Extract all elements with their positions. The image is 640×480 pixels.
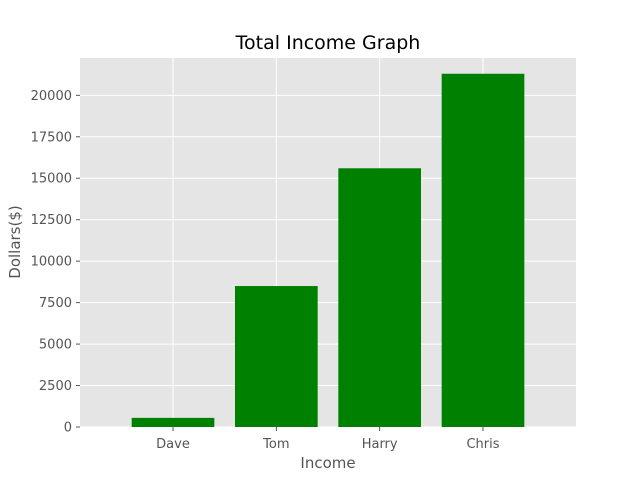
bar-chris: [441, 73, 525, 427]
y-axis-ticks: 0 2500 5000 7500 10000 12500 15000 17500 20000: [31, 89, 80, 436]
y-tick-label: 15000: [31, 172, 72, 187]
y-axis-label: Dollars($): [6, 205, 24, 278]
y-tick-label: 7500: [39, 296, 72, 311]
x-tick-label: Harry: [362, 437, 398, 452]
bar-dave: [131, 417, 215, 427]
x-tick-label: Dave: [156, 437, 190, 452]
x-tick-label: Tom: [262, 437, 289, 452]
y-tick-label: 10000: [31, 255, 72, 270]
bar-harry: [338, 168, 421, 427]
y-tick-label: 12500: [31, 213, 72, 228]
y-tick-label: 2500: [39, 379, 72, 394]
x-axis-ticks: Dave Tom Harry Chris: [156, 427, 500, 452]
x-tick-label: Chris: [466, 437, 499, 452]
bars: [131, 73, 525, 427]
x-axis-label: Income: [300, 454, 355, 472]
y-tick-label: 0: [64, 421, 72, 436]
y-tick-label: 20000: [31, 89, 72, 104]
y-tick-label: 5000: [39, 338, 72, 353]
y-tick-label: 17500: [31, 130, 72, 145]
chart-title: Total Income Graph: [235, 32, 421, 54]
bar-tom: [235, 286, 318, 427]
